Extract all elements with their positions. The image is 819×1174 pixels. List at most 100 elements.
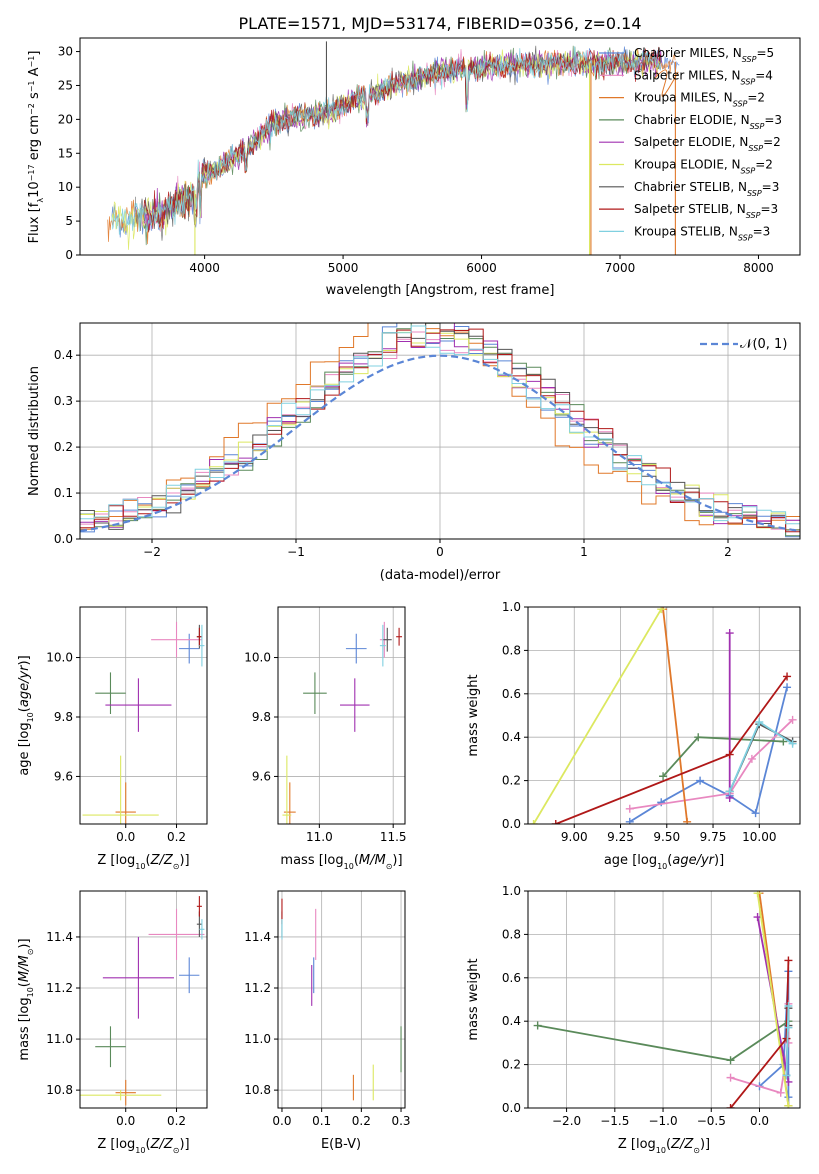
axes-mass_vs_ebv: 0.0 0.1 0.2 0.3 10.8 11.0 11.2 11.4: [244, 890, 411, 1128]
axes-weight_vs_Z: −2.0 −1.5 −1.0 −0.5 0.0 0.0 0.2 0.4 0.6 0.8 1.0: [502, 884, 801, 1128]
weight-marker: [783, 672, 792, 681]
histogram-series: [80, 325, 800, 525]
plot-area: [80, 896, 205, 1106]
weight-marker: [784, 956, 793, 965]
x-tick-label: 8000: [743, 261, 774, 275]
axes-frame: [79, 37, 801, 256]
errorbar-point: [396, 627, 403, 646]
weight-marker: [751, 809, 760, 818]
y-axis-label: Flux [fλ10−17 erg cm−2 s−1 A−1]: [27, 51, 45, 244]
y-tick-label: 0.1: [54, 486, 73, 500]
y-axis-label: Normed distribution: [27, 366, 42, 496]
y-tick-label: 11.2: [244, 981, 271, 995]
axes-frame: [527, 606, 801, 825]
y-tick-label: 5: [65, 214, 73, 228]
weight-marker: [782, 1071, 791, 1080]
x-tick-label: 9.50: [653, 830, 680, 844]
errorbar-point: [80, 1090, 162, 1101]
y-tick-label: 0.4: [54, 348, 73, 362]
plot-area: [529, 607, 797, 824]
y-tick-label: 10.0: [244, 651, 271, 665]
x-axis-label: E(B-V): [321, 1137, 361, 1152]
weight-marker: [725, 787, 734, 796]
errorbar-point: [179, 957, 200, 994]
errorbar-point: [283, 782, 296, 824]
y-axis-label: mass weight: [466, 674, 481, 756]
y-tick-label: 0.3: [54, 394, 73, 408]
axes-frame: [277, 890, 406, 1109]
x-tick-label: 0.2: [167, 830, 186, 844]
y-tick-label: 0.6: [502, 687, 521, 701]
weight-marker: [788, 715, 797, 724]
axes-frame: [79, 890, 208, 1109]
axes-residuals: −2 −1 0 1 2 0.0 0.1 0.2 0.3 0.4: [54, 322, 801, 559]
y-tick-label: 9.8: [252, 710, 271, 724]
errorbar-point: [199, 919, 205, 940]
axes-frame: [277, 606, 406, 825]
y-tick-label: 0.8: [502, 643, 521, 657]
y-tick-label: 0.6: [502, 971, 521, 985]
x-tick-label: 0.0: [750, 1114, 769, 1128]
weight-marker: [779, 737, 788, 746]
y-tick-label: 0.4: [502, 730, 521, 744]
x-tick-label: 9.00: [561, 830, 588, 844]
y-tick-label: 25: [58, 78, 73, 92]
y-tick-label: 11.4: [46, 930, 73, 944]
weight-line: [728, 722, 794, 792]
errorbar-point: [196, 627, 202, 646]
plot-area: [282, 621, 403, 824]
weight-marker: [784, 1038, 793, 1047]
weight-marker: [726, 1073, 735, 1082]
y-tick-label: 9.6: [54, 769, 73, 783]
legend-label: 𝒩(0, 1): [740, 337, 787, 352]
y-tick-label: 10: [58, 180, 73, 194]
plot-area: [533, 891, 793, 1108]
errorbar-point: [105, 678, 172, 732]
figure-title: PLATE=1571, MJD=53174, FIBERID=0356, z=0…: [238, 14, 641, 33]
y-tick-label: 11.0: [244, 1032, 271, 1046]
y-tick-label: 10.8: [46, 1083, 73, 1097]
weight-line: [756, 893, 790, 1106]
y-tick-label: 10.8: [244, 1083, 271, 1097]
x-tick-label: 0.0: [116, 830, 135, 844]
errorbar-point: [382, 627, 392, 652]
weight-marker: [657, 798, 666, 807]
axes-spectrum: 4000 5000 6000 7000 8000 0 5 10 15 20 25 30: [58, 37, 801, 275]
y-tick-label: 0.2: [502, 774, 521, 788]
weight-marker: [657, 607, 666, 614]
x-tick-label: 1: [580, 545, 588, 559]
x-tick-label: 10.00: [742, 830, 776, 844]
x-axis-label: mass [log10(M/M⊙)]: [280, 853, 402, 871]
x-tick-label: 0.3: [391, 1114, 410, 1128]
spectrum-line: [111, 46, 662, 235]
x-axis-label: Z [log10(Z/Z⊙)]: [97, 1137, 189, 1155]
weight-marker: [784, 1023, 793, 1032]
y-tick-label: 30: [58, 45, 73, 59]
errorbar-point: [148, 908, 205, 960]
y-tick-label: 11.0: [46, 1032, 73, 1046]
weight-marker: [725, 750, 734, 759]
x-tick-label: −0.5: [697, 1114, 726, 1128]
weight-marker: [726, 1056, 735, 1065]
x-tick-label: 11.5: [380, 830, 407, 844]
x-tick-label: 7000: [605, 261, 636, 275]
weight-marker: [725, 629, 734, 638]
errorbar-point: [303, 672, 327, 715]
y-tick-label: 0.4: [502, 1014, 521, 1028]
x-axis-label: Z [log10(Z/Z⊙)]: [618, 1137, 710, 1155]
errorbar-point: [95, 1026, 126, 1068]
x-tick-label: −1.5: [600, 1114, 629, 1128]
x-tick-label: 9.25: [607, 830, 634, 844]
x-tick-label: −1.0: [648, 1114, 677, 1128]
weight-marker: [683, 817, 692, 824]
axes-mass_vs_Z: 0.0 0.2 10.8 11.0 11.2 11.4: [46, 890, 208, 1128]
x-tick-label: 4000: [189, 261, 220, 275]
x-tick-label: 2: [724, 545, 732, 559]
weight-marker: [755, 718, 764, 727]
x-tick-label: −2: [143, 545, 161, 559]
legend-label: Salpeter ELODIE, NSSP=2: [634, 135, 781, 153]
histogram-series: [80, 328, 800, 533]
y-tick-label: 0.0: [54, 532, 73, 546]
